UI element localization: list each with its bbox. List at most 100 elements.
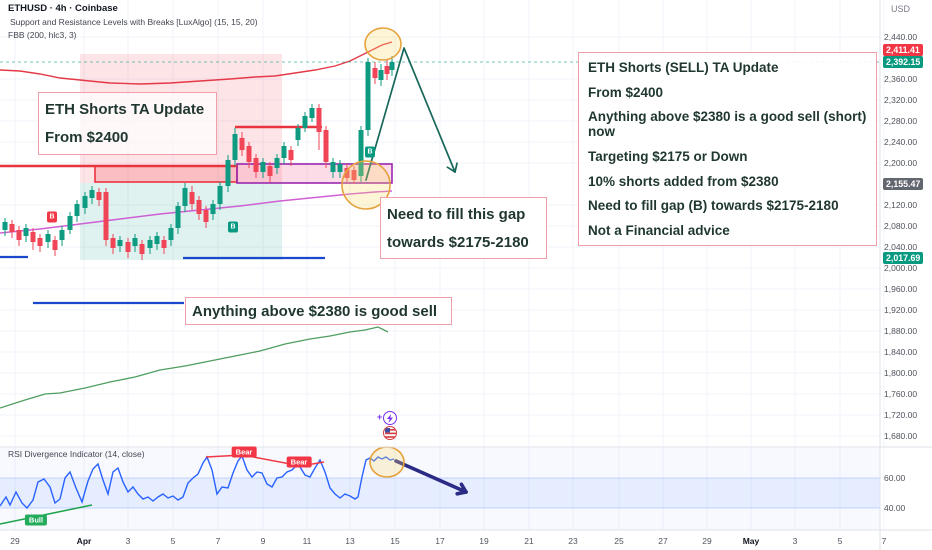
candle-body bbox=[161, 240, 167, 248]
price-axis-badge: 2,392.15 bbox=[883, 56, 924, 68]
annotation-text: Not a Financial advice bbox=[588, 222, 730, 238]
candle-body bbox=[189, 192, 195, 204]
candle-body bbox=[267, 166, 273, 176]
sr-zone-box bbox=[94, 165, 238, 183]
break-signal-badge: B bbox=[228, 221, 238, 233]
candle-body bbox=[37, 238, 43, 246]
candle-body bbox=[217, 186, 223, 204]
candle-body bbox=[260, 162, 266, 172]
price-axis-label: 2,080.00 bbox=[884, 221, 918, 231]
candle-body bbox=[74, 204, 80, 216]
time-axis-label: 19 bbox=[479, 536, 489, 546]
annotation-text: Targeting $2175 or Down bbox=[588, 148, 748, 164]
us-economic-event-flag-icon[interactable] bbox=[383, 426, 397, 440]
candle-body bbox=[23, 228, 29, 236]
candle-body bbox=[203, 210, 209, 222]
candle-body bbox=[358, 130, 364, 176]
annotation-text: 10% shorts added from $2380 bbox=[588, 173, 779, 189]
candle-body bbox=[384, 66, 390, 74]
price-axis-label: 1,840.00 bbox=[884, 347, 918, 357]
currency-label[interactable]: USD bbox=[891, 4, 911, 14]
candle-body bbox=[30, 232, 36, 242]
candle-body bbox=[295, 128, 301, 140]
projection-arrow-head bbox=[454, 162, 458, 173]
time-axis-label: 11 bbox=[302, 536, 312, 546]
projection-arrow-head bbox=[446, 166, 456, 173]
price-axis-label: 1,880.00 bbox=[884, 326, 918, 336]
time-axis-label: 25 bbox=[614, 536, 624, 546]
candle-body bbox=[147, 240, 153, 248]
price-axis-label: 2,120.00 bbox=[884, 200, 918, 210]
candle-body bbox=[182, 188, 188, 206]
time-axis-label: 23 bbox=[568, 536, 578, 546]
candle-body bbox=[378, 70, 384, 80]
annotation-update-box[interactable]: ETH Shorts (SELL) TA Update From $2400 A… bbox=[578, 52, 877, 246]
divergence-signal-badge: Bear bbox=[231, 446, 257, 458]
highlight-region bbox=[80, 183, 282, 260]
annotation-text: ETH Shorts (SELL) TA Update bbox=[588, 60, 779, 75]
annotation-text: Need to fill gap (B) towards $2175-2180 bbox=[588, 198, 839, 214]
candle-body bbox=[67, 216, 73, 230]
indicator-fbb-label[interactable]: FBB (200, hlc3, 3) bbox=[8, 30, 77, 40]
candle-body bbox=[232, 134, 238, 160]
divergence-signal-badge: Bull bbox=[24, 514, 48, 526]
time-axis-label: 13 bbox=[345, 536, 355, 546]
candle-body bbox=[323, 130, 329, 162]
candle-body bbox=[168, 228, 174, 240]
candle-body bbox=[309, 108, 315, 118]
time-axis-label: 29 bbox=[10, 536, 20, 546]
annotation-text: ETH Shorts TA Update bbox=[45, 100, 205, 118]
candle-body bbox=[103, 192, 109, 240]
annotation-left-box[interactable]: ETH Shorts TA Update From $2400 bbox=[38, 92, 217, 155]
candle-body bbox=[210, 204, 216, 214]
annotation-gap-box[interactable]: Need to fill this gap towards $2175-2180 bbox=[380, 197, 547, 259]
price-axis-label: 1,680.00 bbox=[884, 431, 918, 441]
candle-body bbox=[82, 196, 88, 208]
time-axis-label: 17 bbox=[435, 536, 445, 546]
candle-body bbox=[117, 240, 123, 246]
candle-body bbox=[372, 68, 378, 78]
indicator-sr-label[interactable]: Support and Resistance Levels with Break… bbox=[10, 17, 258, 27]
candle-body bbox=[274, 158, 280, 168]
annotation-text: Need to fill this gap bbox=[387, 205, 526, 223]
candle-body bbox=[16, 230, 22, 240]
symbol-title[interactable]: ETHUSD · 4h · Coinbase bbox=[8, 3, 118, 14]
candle-body bbox=[9, 224, 15, 232]
time-axis-label: 29 bbox=[702, 536, 712, 546]
time-axis-label: 3 bbox=[125, 536, 131, 546]
annotation-sell-box[interactable]: Anything above $2380 is good sell bbox=[185, 297, 452, 325]
annotation-text: From $2400 bbox=[45, 129, 129, 147]
time-axis-label: 15 bbox=[390, 536, 400, 546]
rsi-indicator-label[interactable]: RSI Divergence Indicator (14, close) bbox=[8, 449, 145, 459]
candle-body bbox=[344, 168, 350, 178]
candle-body bbox=[154, 236, 160, 244]
price-axis-label: 2,440.00 bbox=[884, 32, 918, 42]
break-signal-badge: B bbox=[365, 146, 375, 158]
price-axis-label: 40.00 bbox=[884, 503, 906, 513]
price-axis-badge: 2,411.41 bbox=[883, 44, 923, 56]
highlight-circle bbox=[341, 160, 391, 210]
price-axis-label: 1,760.00 bbox=[884, 389, 918, 399]
candle-body bbox=[59, 230, 65, 240]
candle-body bbox=[330, 162, 336, 172]
crypto-event-lightning-icon[interactable] bbox=[383, 411, 397, 425]
rsi-band bbox=[0, 478, 880, 508]
fbb-upper-line bbox=[0, 41, 393, 85]
price-axis-label: 1,720.00 bbox=[884, 410, 918, 420]
candle-body bbox=[316, 108, 322, 132]
candle-body bbox=[2, 222, 8, 230]
candle-body bbox=[96, 192, 102, 200]
candle-body bbox=[52, 240, 58, 250]
highlight-circle bbox=[364, 27, 402, 61]
candle-body bbox=[246, 146, 252, 162]
price-axis-label: 1,920.00 bbox=[884, 305, 918, 315]
price-axis-label: 1,800.00 bbox=[884, 368, 918, 378]
candle-body bbox=[45, 234, 51, 242]
candle-body bbox=[302, 116, 308, 128]
price-axis-badge: 2,155.47 bbox=[883, 178, 924, 190]
candle-body bbox=[365, 62, 371, 130]
divergence-signal-badge: Bear bbox=[286, 456, 312, 468]
time-axis-label: 7 bbox=[881, 536, 887, 546]
plus-icon: + bbox=[377, 412, 383, 422]
